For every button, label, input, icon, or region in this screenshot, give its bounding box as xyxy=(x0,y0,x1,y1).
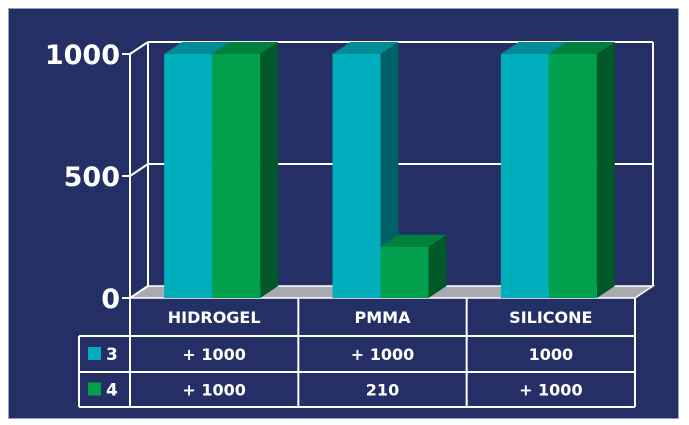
bar-side xyxy=(260,42,279,298)
legend-label: 3 xyxy=(106,345,118,365)
bar-side xyxy=(428,234,447,298)
table-value: 1000 xyxy=(529,345,574,364)
bar-top xyxy=(500,42,567,54)
gridline-side xyxy=(129,41,149,55)
table-value: 210 xyxy=(366,381,399,400)
bar-top xyxy=(212,42,279,54)
bar-front xyxy=(164,54,213,298)
bar-top xyxy=(548,42,615,54)
legend-swatch xyxy=(88,382,101,396)
y-tick-label: 500 xyxy=(64,162,120,193)
y-tick-label: 1000 xyxy=(45,40,120,71)
legend-swatch xyxy=(88,347,101,360)
bar-4-pmma xyxy=(380,234,447,298)
bar-front xyxy=(332,54,381,298)
table-category-label: HIDROGEL xyxy=(168,308,261,327)
legend-label: 4 xyxy=(106,381,118,401)
bar-front xyxy=(380,246,429,298)
gridline-side xyxy=(129,285,149,299)
gridline-side xyxy=(129,163,149,177)
bar-top xyxy=(332,42,399,54)
bar-top xyxy=(164,42,231,54)
bar-front xyxy=(548,54,597,298)
table-value: + 1000 xyxy=(519,381,583,400)
bar-side xyxy=(596,42,615,298)
bar-side xyxy=(380,42,399,298)
table-value: + 1000 xyxy=(351,345,415,364)
table-category-label: SILICONE xyxy=(509,308,592,327)
bar-4-silicone xyxy=(548,42,615,298)
bar-front xyxy=(500,54,549,298)
bar-top xyxy=(380,234,447,247)
table-value: + 1000 xyxy=(182,345,246,364)
bar-4-hidrogel xyxy=(212,42,279,298)
bar-3-pmma xyxy=(332,42,399,298)
bar-front xyxy=(212,54,261,298)
table-value: + 1000 xyxy=(182,381,246,400)
table-category-label: PMMA xyxy=(355,308,412,327)
y-tick-label: 0 xyxy=(101,284,120,315)
